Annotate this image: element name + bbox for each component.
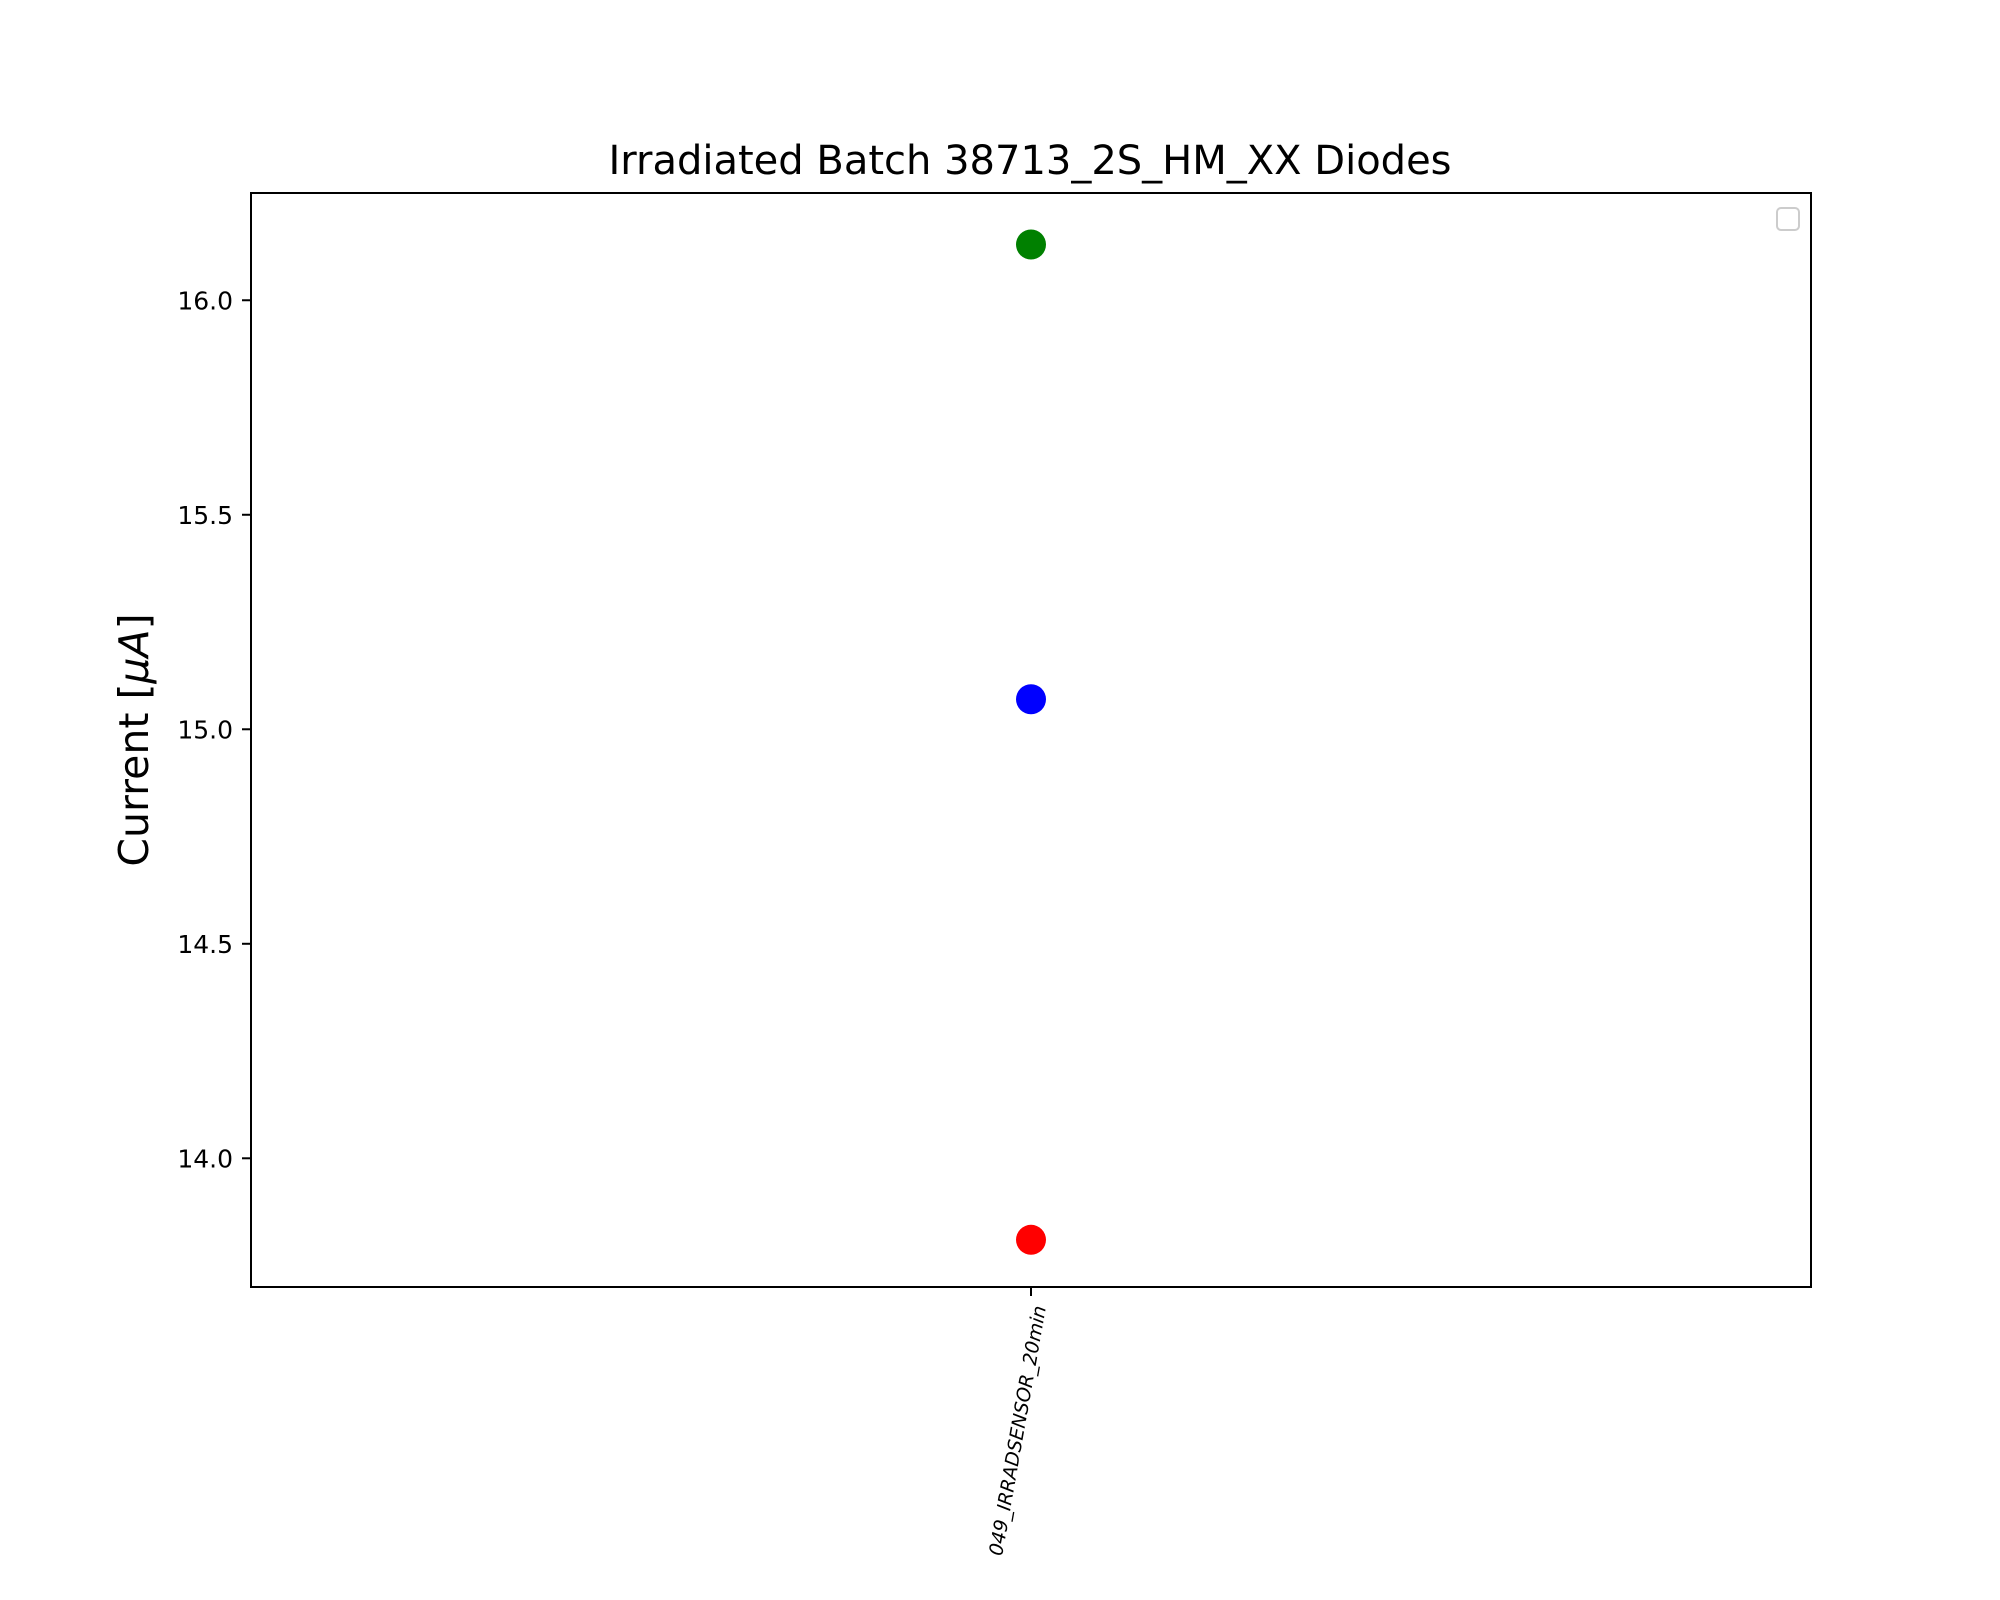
y-tick-label: 15.0	[177, 715, 233, 744]
y-axis-ticks: 14.0 14.5 15.0 15.5 16.0	[177, 286, 251, 1173]
y-tick-label: 14.0	[177, 1144, 233, 1173]
data-point-series-2	[1016, 1224, 1046, 1255]
chart-title: Irradiated Batch 38713_2S_HM_XX Diodes	[608, 138, 1451, 184]
x-axis-ticks: 049_IRRADSENSOR_20min	[985, 1287, 1051, 1557]
svg-text:Current [μA]: Current [μA]	[110, 613, 158, 866]
y-axis-label-text: Current [	[110, 684, 158, 867]
y-axis-label-unit: μA	[110, 629, 158, 684]
data-point-series-0	[1016, 229, 1046, 260]
data-points	[1016, 229, 1046, 1255]
y-axis-label: Current [μA]	[110, 613, 158, 866]
y-axis-label-close: ]	[110, 613, 158, 629]
y-tick-label: 15.5	[177, 501, 233, 530]
y-tick-label: 16.0	[177, 286, 233, 315]
plot-area-frame	[250, 192, 1812, 1288]
data-point-series-1	[1016, 684, 1046, 715]
x-tick-label: 049_IRRADSENSOR_20min	[985, 1304, 1051, 1557]
y-tick-label: 14.5	[177, 930, 233, 959]
legend-box	[1776, 207, 1800, 231]
